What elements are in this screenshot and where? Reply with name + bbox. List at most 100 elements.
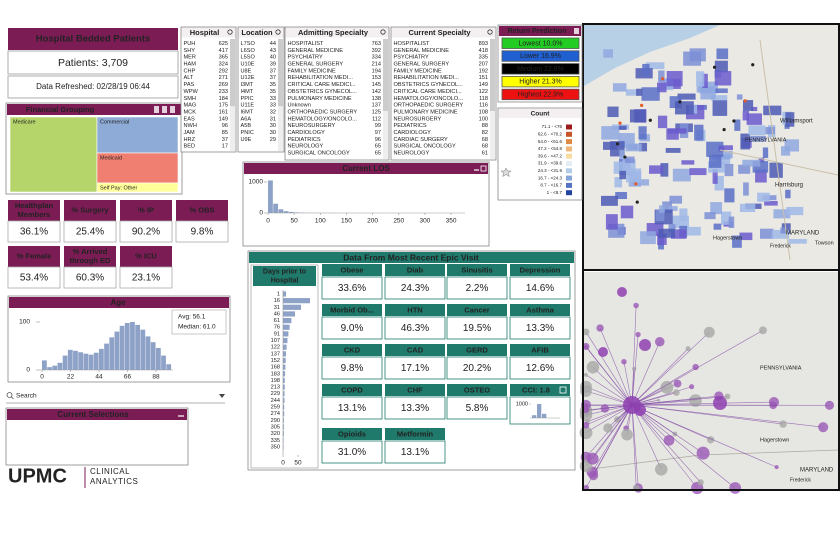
logo-brand: UPMC xyxy=(8,465,67,487)
histogram-bar xyxy=(52,365,58,370)
list-item-name: PSYCHIATRY xyxy=(394,55,429,61)
tile-value: 13.1% xyxy=(338,403,366,414)
list-item-count: 269 xyxy=(219,82,228,88)
list-item-count: 142 xyxy=(372,89,381,95)
map-region xyxy=(668,224,676,233)
bar xyxy=(283,298,310,304)
map-region xyxy=(742,110,750,121)
list-item-count: 418 xyxy=(479,48,488,54)
map-region xyxy=(785,189,791,199)
bar xyxy=(283,431,284,437)
map-region xyxy=(740,133,751,150)
histogram-bar xyxy=(283,211,289,213)
tile-header xyxy=(385,264,445,276)
list-item-name: MCK xyxy=(184,109,197,115)
list-item-name: SHY xyxy=(184,48,196,54)
legend-swatch xyxy=(566,153,572,159)
histogram-bar xyxy=(109,337,115,370)
tile-value-box xyxy=(119,220,173,243)
list-item-name: U12E xyxy=(241,75,255,81)
tile-label: % IP xyxy=(138,205,154,214)
tile-value-box xyxy=(446,276,508,300)
list-item-count: 194 xyxy=(372,68,381,74)
tile-value: 9.8% xyxy=(341,363,364,374)
y-tick-label: 0 xyxy=(26,367,30,374)
y-tick-label: 244 xyxy=(271,398,280,404)
map-site xyxy=(696,446,710,460)
map-marker xyxy=(648,118,652,122)
map-site xyxy=(692,363,699,371)
histogram-bar xyxy=(114,331,120,370)
map-region xyxy=(659,205,665,213)
histogram-bar xyxy=(47,367,52,370)
search-icon[interactable] xyxy=(380,29,386,35)
map-region xyxy=(667,128,687,134)
map-region xyxy=(689,168,707,176)
map-flow xyxy=(631,404,736,489)
map-label: MARYLAND xyxy=(786,231,820,237)
tile-value-box xyxy=(384,276,446,300)
map-region xyxy=(642,63,650,76)
map-region xyxy=(662,201,672,213)
map-region xyxy=(718,145,733,151)
dropdown-arrow[interactable] xyxy=(219,394,225,398)
bar xyxy=(537,404,542,418)
panel-header xyxy=(9,297,229,308)
map-flow xyxy=(585,346,633,406)
subpanel-header xyxy=(253,266,316,286)
map-region xyxy=(762,147,769,158)
list-header xyxy=(391,27,496,38)
y-tick-label: 335 xyxy=(271,438,280,444)
map-site xyxy=(774,465,779,470)
map-frame xyxy=(582,23,840,491)
tile-label: Diab xyxy=(407,265,424,274)
refresh-box xyxy=(7,75,179,99)
list-item-count: 32 xyxy=(270,109,276,115)
list-item-count: 292 xyxy=(219,68,228,74)
x-tick-label: 22 xyxy=(67,374,75,381)
map-flow xyxy=(631,404,824,428)
map-flow xyxy=(631,404,637,489)
map-region xyxy=(649,165,664,174)
search-icon[interactable] xyxy=(275,29,281,35)
tile-header xyxy=(322,304,382,316)
tile-value-box xyxy=(446,316,508,340)
tile-header xyxy=(8,246,60,267)
histogram-bar xyxy=(83,353,89,370)
list-item-name: L6SO xyxy=(241,48,256,54)
panel xyxy=(242,161,490,247)
bar xyxy=(283,324,290,330)
tile-value: 53.4% xyxy=(20,273,48,284)
stats-box xyxy=(171,309,227,335)
list-item-name: NEUROLOGY xyxy=(288,144,324,150)
map-marker xyxy=(635,200,639,204)
list-item-name: BED xyxy=(184,144,196,150)
search-icon[interactable] xyxy=(487,29,493,35)
map-road xyxy=(759,39,791,261)
tile-value: 9.8% xyxy=(191,227,214,238)
y-tick-label: 305 xyxy=(271,424,280,430)
histogram-bar xyxy=(104,343,109,370)
tile-header xyxy=(64,246,116,267)
tile-label: Cancer xyxy=(464,305,490,314)
tile-label: Depression xyxy=(520,265,561,274)
panel-icon xyxy=(154,106,159,113)
tile-value: 13.3% xyxy=(401,403,429,414)
x-tick-label: 0 xyxy=(281,460,285,467)
map-region xyxy=(640,231,656,245)
search-icon[interactable] xyxy=(227,29,233,35)
histogram-bar xyxy=(67,349,73,370)
x-tick-label: 100 xyxy=(315,218,326,225)
y-tick-label: 198 xyxy=(271,378,280,384)
map-region xyxy=(710,95,728,101)
list-item-count: 31 xyxy=(270,116,276,122)
bar xyxy=(283,331,289,337)
histogram-bar xyxy=(62,355,68,370)
list-box xyxy=(390,26,497,161)
bar xyxy=(542,413,547,418)
list-item-name: U8E xyxy=(241,68,252,74)
treemap-block xyxy=(96,182,179,193)
list-header xyxy=(181,27,236,38)
list-item-count: 763 xyxy=(372,41,381,47)
map-site xyxy=(703,326,715,338)
